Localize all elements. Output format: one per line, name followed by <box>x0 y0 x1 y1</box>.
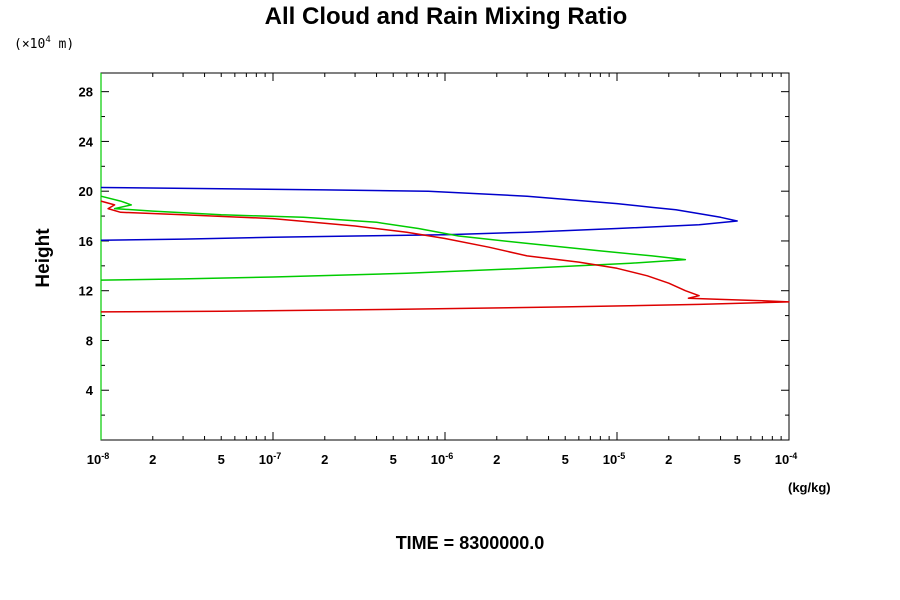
y-axis-units-exponent: 4 <box>45 35 50 45</box>
x-decade-label: 10-7 <box>259 451 281 467</box>
x-minor-label: 5 <box>562 452 569 467</box>
x-minor-label: 5 <box>734 452 741 467</box>
x-minor-label: 2 <box>493 452 500 467</box>
y-axis-label: Height <box>33 228 54 288</box>
series-line-2 <box>100 195 687 281</box>
series-line-1 <box>100 186 738 242</box>
chart-title: All Cloud and Rain Mixing Ratio <box>265 3 628 30</box>
y-tick-label: 28 <box>79 85 93 100</box>
x-minor-label: 2 <box>149 452 156 467</box>
x-axis-tick-labels: 10-8 10-7 10-6 10-5 10-4 2 5 2 5 2 5 2 5 <box>87 451 797 467</box>
plot-frame <box>100 72 790 441</box>
y-tick-label: 20 <box>79 184 93 199</box>
x-decade-label: 10-8 <box>87 451 109 467</box>
y-tick-label: 8 <box>86 333 93 348</box>
series-lines <box>100 186 790 313</box>
y-tick-label: 12 <box>79 284 93 299</box>
y-axis-units: (×104 m) <box>14 35 74 52</box>
x-decade-label: 10-5 <box>603 451 625 467</box>
x-decade-label: 10-6 <box>431 451 453 467</box>
x-minor-label: 2 <box>665 452 672 467</box>
axis-ticks <box>100 73 790 440</box>
y-axis-units-suffix: m) <box>51 37 74 52</box>
x-decade-label: 10-4 <box>775 451 797 467</box>
x-minor-label: 2 <box>321 452 328 467</box>
y-axis-units-mantissa: (×10 <box>14 37 45 52</box>
time-label: TIME = 8300000.0 <box>396 533 545 553</box>
x-minor-label: 5 <box>390 452 397 467</box>
x-minor-label: 5 <box>218 452 225 467</box>
x-axis-unit-label: (kg/kg) <box>788 480 831 495</box>
y-axis-tick-labels: 4 8 12 16 20 24 28 <box>79 85 94 399</box>
y-tick-label: 24 <box>79 134 94 149</box>
series-line-3 <box>100 200 790 313</box>
y-tick-label: 16 <box>79 234 93 249</box>
y-tick-label: 4 <box>86 383 94 398</box>
